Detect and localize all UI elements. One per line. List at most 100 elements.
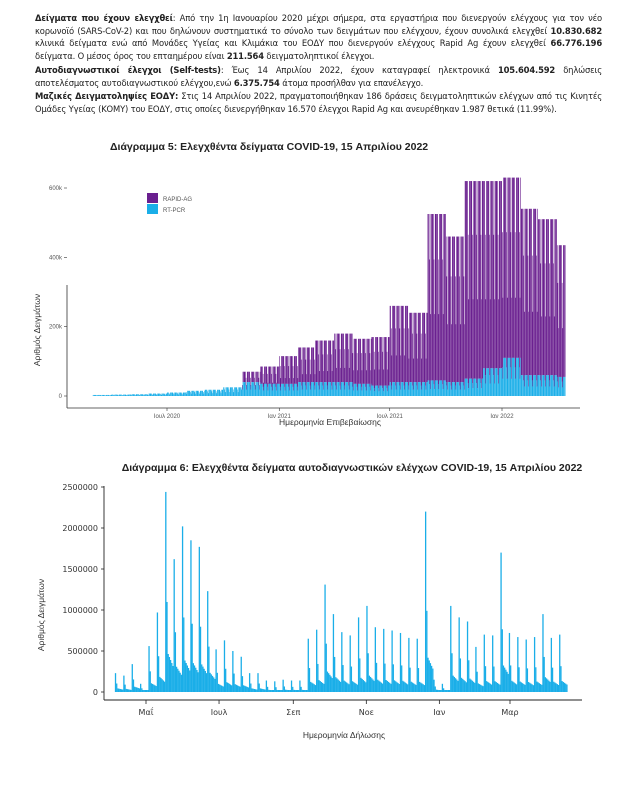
- bar-rapid-ag: [307, 347, 308, 383]
- bar-rt-pcr: [300, 382, 302, 396]
- bar: [351, 681, 354, 692]
- bar-rt-pcr: [556, 375, 557, 396]
- bar-rt-pcr: [478, 378, 480, 396]
- bar-rapid-ag: [253, 371, 254, 383]
- bar-rt-pcr: [322, 385, 324, 396]
- bar-rapid-ag: [299, 347, 301, 383]
- bar-rt-pcr: [534, 375, 535, 396]
- bar-rt-pcr: [197, 390, 199, 396]
- bar: [120, 689, 123, 692]
- bar-rapid-ag: [501, 181, 502, 369]
- bar-rt-pcr: [464, 378, 466, 396]
- bar: [135, 687, 137, 692]
- bar-rt-pcr: [149, 393, 151, 396]
- bar-rt-pcr: [398, 382, 400, 396]
- bar-rt-pcr: [444, 380, 446, 396]
- bar: [228, 683, 230, 692]
- bar-rt-pcr: [503, 357, 505, 396]
- bar-rapid-ag: [301, 359, 302, 386]
- bar-rt-pcr: [246, 382, 248, 396]
- bar-rt-pcr: [466, 378, 468, 396]
- bar: [409, 667, 411, 692]
- bar: [165, 491, 167, 692]
- bar-rapid-ag: [379, 337, 381, 386]
- bar: [398, 684, 400, 692]
- bar-rt-pcr: [562, 387, 564, 396]
- bar-rt-pcr: [352, 386, 354, 396]
- bar-rt-pcr: [291, 383, 293, 396]
- bar-rt-pcr: [564, 376, 565, 396]
- bar-rapid-ag: [320, 340, 322, 383]
- legend-label-rt-pcr: RT-PCR: [163, 208, 186, 214]
- bar-rapid-ag: [434, 314, 435, 389]
- bar: [144, 690, 147, 692]
- bar-rt-pcr: [514, 357, 515, 396]
- bar-rt-pcr: [117, 394, 119, 396]
- bar-rt-pcr: [389, 385, 390, 396]
- bar: [378, 680, 380, 692]
- bar-rt-pcr: [235, 387, 237, 396]
- bar: [487, 681, 489, 692]
- bar-rt-pcr: [382, 388, 384, 396]
- bar-rapid-ag: [533, 208, 534, 376]
- bar-rt-pcr: [245, 382, 246, 396]
- bar: [344, 681, 347, 692]
- bar: [554, 682, 556, 692]
- bar-rt-pcr: [375, 385, 377, 396]
- bar-rapid-ag: [243, 371, 245, 383]
- bar-rt-pcr: [262, 386, 264, 396]
- bar-rt-pcr: [132, 394, 134, 396]
- bar-rt-pcr: [127, 394, 129, 396]
- bar: [521, 683, 524, 692]
- bar: [369, 676, 372, 692]
- bar-rapid-ag: [350, 333, 351, 383]
- bar-rt-pcr: [267, 390, 269, 396]
- bar-rt-pcr: [346, 382, 348, 396]
- bar: [263, 689, 265, 692]
- bar-rt-pcr: [459, 389, 461, 396]
- bar: [469, 678, 471, 692]
- bar: [223, 640, 226, 692]
- bar-rapid-ag: [357, 338, 359, 384]
- bar-rt-pcr: [420, 382, 421, 396]
- bar-rapid-ag: [392, 305, 393, 383]
- bar-rt-pcr: [464, 389, 465, 396]
- bar: [438, 690, 440, 692]
- bar-rt-pcr: [465, 378, 467, 396]
- bar-rapid-ag: [455, 324, 457, 390]
- bar-rt-pcr: [441, 380, 443, 396]
- bar: [302, 689, 305, 692]
- bar-rt-pcr: [156, 394, 158, 396]
- bar: [470, 679, 472, 692]
- bar-rt-pcr: [143, 394, 144, 396]
- bar-rt-pcr: [324, 382, 326, 396]
- bar-rt-pcr: [406, 382, 407, 396]
- bar-rapid-ag: [288, 366, 290, 387]
- bar-rapid-ag: [464, 181, 466, 379]
- bar-rt-pcr: [158, 393, 160, 396]
- y-tick-label: 0: [59, 394, 63, 400]
- bar-rapid-ag: [458, 236, 460, 383]
- bar: [464, 681, 466, 692]
- bar-rapid-ag: [331, 354, 332, 386]
- bar-rapid-ag: [526, 208, 528, 376]
- bar-rt-pcr: [171, 392, 173, 396]
- bar-rt-pcr: [151, 393, 152, 396]
- bar-rt-pcr: [184, 392, 185, 396]
- bar-rt-pcr: [308, 382, 310, 396]
- bar: [293, 689, 295, 692]
- bar-rt-pcr: [461, 382, 463, 396]
- bar-rt-pcr: [161, 393, 163, 396]
- bar: [538, 683, 541, 692]
- bar: [342, 665, 344, 692]
- bar-rt-pcr: [547, 375, 548, 396]
- bar-rapid-ag: [550, 219, 551, 376]
- bar: [268, 689, 270, 692]
- bar: [375, 662, 378, 692]
- bar-rt-pcr: [318, 389, 320, 396]
- bar: [478, 684, 481, 692]
- bar-rapid-ag: [289, 356, 291, 384]
- bar-rapid-ag: [540, 263, 542, 381]
- bar: [359, 658, 361, 692]
- bar-rapid-ag: [401, 305, 403, 383]
